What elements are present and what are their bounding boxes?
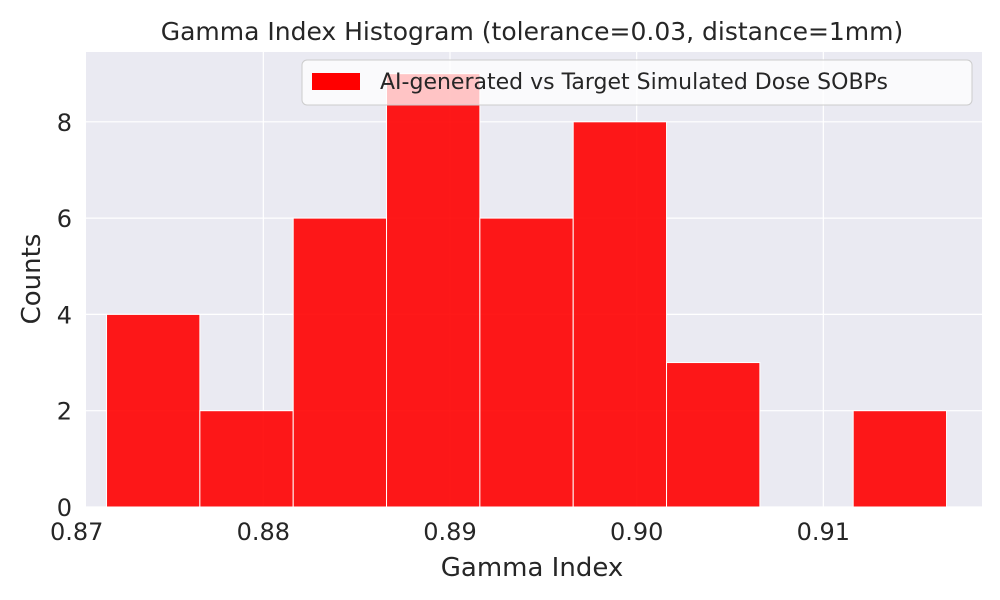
y-tick-label: 4 <box>57 301 72 329</box>
x-tick-label: 0.89 <box>423 518 476 546</box>
y-tick-label: 6 <box>57 205 72 233</box>
histogram-bar <box>106 313 201 508</box>
y-tick-label: 0 <box>57 494 72 522</box>
x-axis-label: Gamma Index <box>441 553 624 583</box>
histogram-bar <box>386 73 481 508</box>
x-tick-label: 0.91 <box>797 518 850 546</box>
chart-title: Gamma Index Histogram (tolerance=0.03, d… <box>161 17 904 46</box>
legend-box <box>301 59 973 106</box>
histogram-bar <box>199 410 294 508</box>
x-tick-label: 0.88 <box>237 518 290 546</box>
x-tick-label: 0.90 <box>610 518 663 546</box>
histogram-bar <box>852 410 948 508</box>
histogram-bar <box>292 217 388 508</box>
legend-swatch <box>312 73 360 90</box>
legend-label: AI-generated vs Target Simulated Dose SO… <box>380 70 888 95</box>
histogram-bar <box>666 362 761 508</box>
legend: AI-generated vs Target Simulated Dose SO… <box>301 59 973 106</box>
y-tick-label: 2 <box>57 398 72 426</box>
y-axis-label: Counts <box>17 234 47 325</box>
x-axis-ticks: 0.87 0.88 0.89 0.90 0.91 <box>50 518 850 546</box>
histogram-bar <box>479 217 574 508</box>
histogram-bar <box>572 121 668 508</box>
histogram-bars <box>106 73 948 508</box>
y-axis-ticks: 0 2 4 6 8 <box>57 109 72 522</box>
y-tick-label: 8 <box>57 109 72 137</box>
x-tick-label: 0.87 <box>50 518 103 546</box>
